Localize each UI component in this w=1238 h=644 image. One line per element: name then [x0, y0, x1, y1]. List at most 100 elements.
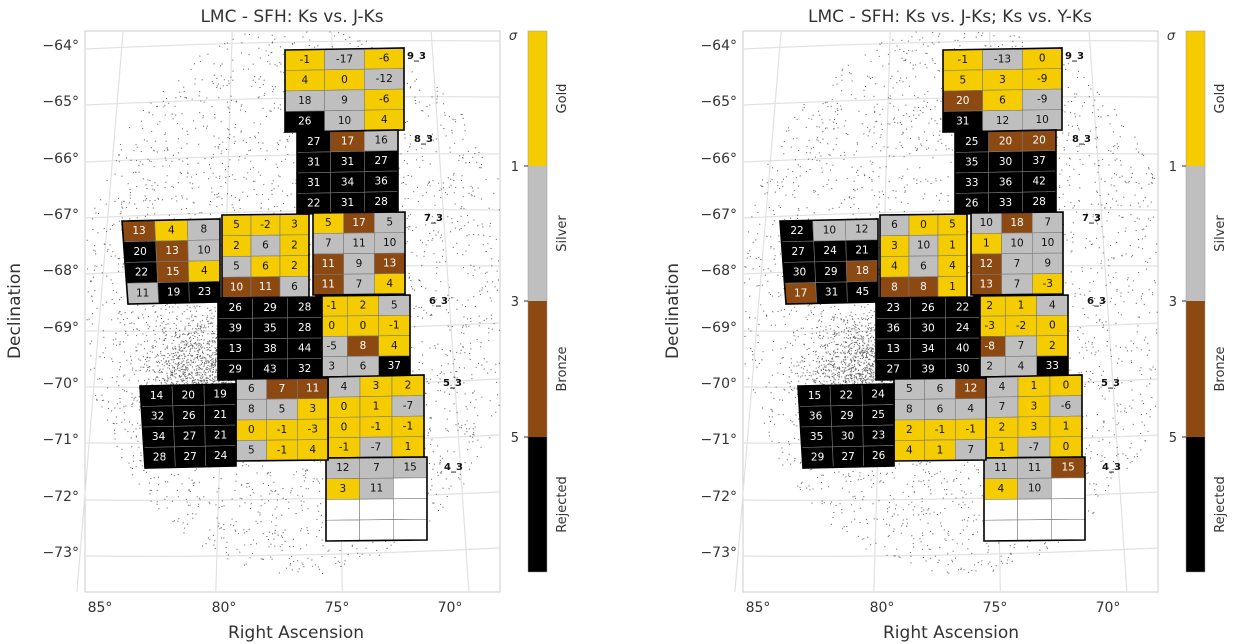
tile-cell: 6: [924, 398, 956, 420]
left-colorbar-sigma-label: σ: [509, 29, 518, 44]
tile-cell-value: 30: [841, 430, 854, 442]
tile-cell: 19: [203, 383, 237, 406]
right-tile-7_4: 6 0 5 3 10 1 4 6 4 8 8 1: [879, 213, 968, 299]
tile-cell-value: -1: [277, 444, 287, 456]
tile-cell: 3: [279, 213, 310, 236]
tile-cell-value: 2: [906, 424, 913, 436]
tile-cell-value: 28: [375, 196, 388, 208]
tile-cell: -7: [359, 436, 393, 458]
tile-cell-value: 26: [965, 197, 979, 209]
x-tick-label: 85°: [746, 600, 771, 616]
tile-cell-value: 4: [891, 261, 898, 273]
tile-cell: 13: [155, 240, 189, 263]
tile-label: 8_3: [1072, 134, 1091, 145]
tile-cell-value: 3: [328, 361, 335, 373]
tile-cell: 26: [862, 445, 895, 467]
right-panel: LMC - SFH: Ks vs. J-Ks; Ks vs. Y-Ks -1 -1…: [663, 7, 1228, 643]
x-tick-label: 85°: [88, 600, 113, 616]
colorbar-tick-label: 5: [1169, 431, 1177, 446]
right-tile-7_3: 10 18 7 1 10 10 12 7 9 13 7 -3: [970, 211, 1064, 296]
tile-cell: 6: [250, 255, 281, 278]
tile-cell: 23: [188, 280, 221, 303]
tile-cell-value: 35: [965, 156, 978, 168]
tile-cell: -1: [391, 415, 425, 438]
tile-cell: 24: [945, 317, 981, 339]
tile-cell: 1: [391, 436, 425, 458]
tile-cell-value: 2: [291, 239, 298, 251]
tile-cell: 5: [266, 398, 298, 420]
tile-cell-value: 36: [375, 176, 389, 188]
tile-outline: [312, 211, 406, 296]
tile-cell-value: 7: [1018, 340, 1025, 352]
tile-cell: 37: [1022, 150, 1057, 172]
tile-cell: 34: [910, 338, 946, 360]
tile-cell: 27: [781, 240, 815, 263]
tile-cell-value: 7: [279, 383, 286, 395]
tile-cell: 12: [845, 218, 879, 241]
tile-cell-value: 7: [1014, 258, 1021, 270]
tile-cell: 31: [815, 281, 848, 304]
tile-cell: 32: [287, 358, 323, 380]
tile-cell: 6: [982, 89, 1023, 112]
tile-outline: [797, 383, 895, 469]
tile-cell: 19: [157, 281, 190, 304]
tile-cell: [359, 519, 394, 541]
tile-cell: 5: [312, 212, 344, 234]
tile-cell-value: 3: [1031, 401, 1038, 413]
tile-cell-value: 27: [842, 451, 855, 463]
left-dec-gridline: [84, 491, 501, 501]
tile-cell: 10: [324, 109, 365, 132]
tile-cell: 10: [1022, 109, 1063, 131]
y-tick-label: −73°: [42, 545, 79, 561]
tile-cell: 18: [284, 90, 325, 112]
y-tick-label: −70°: [700, 376, 737, 392]
tile-cell-value: -7: [371, 441, 381, 453]
tile-cell-value: 4: [381, 114, 388, 126]
tile-cell-value: 7: [1014, 278, 1021, 290]
tile-cell: 0: [908, 214, 939, 236]
right-dec-gridline: [742, 491, 1159, 501]
tile-cell-value: 3: [1031, 421, 1038, 433]
left-ra-gridline: [76, 30, 124, 593]
tile-cell: -3: [1032, 273, 1064, 295]
tile-cell-value: 15: [404, 462, 417, 474]
tile-cell-value: 9: [341, 94, 348, 106]
tile-cell-value: 10: [980, 217, 993, 229]
y-tick-label: −68°: [700, 263, 737, 279]
tile-cell: -7: [391, 395, 425, 417]
left-tile-5_4: 6 7 11 8 5 3 0 -1 -3 5 -1 4: [235, 377, 329, 462]
colorbar-segment-rejected: [528, 437, 547, 572]
tile-cell-value: 1: [937, 444, 944, 456]
tile-cell-value: 27: [792, 246, 805, 258]
tile-cell: 0: [1049, 374, 1083, 397]
tile-cell: 18: [846, 260, 879, 283]
tile-cell: 2: [279, 234, 310, 257]
tile-cell-value: -1: [277, 424, 287, 436]
tile-cell: 11: [312, 273, 344, 296]
tile-cell-value: 18: [1010, 217, 1023, 229]
tile-cell: 2: [279, 255, 310, 277]
tile-cell-value: 6: [291, 281, 298, 293]
tile-cell-value: 11: [259, 281, 272, 293]
tile-cell-value: 31: [341, 197, 354, 209]
tile-cell: 31: [942, 110, 983, 133]
tile-label: 8_3: [414, 134, 433, 145]
tile-cell: 2: [985, 416, 1019, 439]
tile-cell: 12: [955, 377, 987, 400]
tile-cell: 4: [1036, 294, 1069, 316]
tile-cell: -1: [942, 49, 983, 71]
tile-cell-value: 22: [840, 389, 853, 401]
tile-cell-value: 5: [325, 217, 332, 229]
tile-cell: 31: [296, 151, 331, 174]
tile-cell: 34: [142, 426, 175, 448]
tile-cell: -2: [1005, 315, 1037, 337]
tile-cell: 28: [287, 317, 323, 339]
tile-cell-value: 2: [986, 361, 993, 373]
tile-cell: 8: [879, 276, 910, 299]
tile-cell-value: 17: [794, 287, 807, 299]
tile-cell: 6: [908, 255, 939, 278]
tile-cell: 8: [908, 276, 939, 298]
tile-cell: 1: [970, 232, 1002, 255]
tile-cell: 7: [1005, 335, 1037, 357]
tile-cell: 10: [1032, 232, 1064, 254]
